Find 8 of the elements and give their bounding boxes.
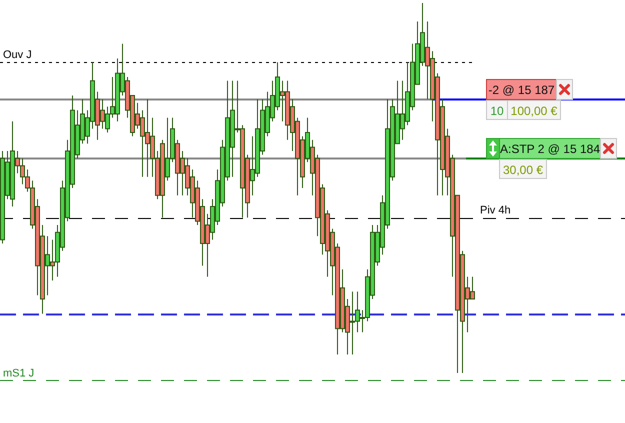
annotation: A:STP 2 @ 15 184	[500, 142, 600, 156]
annotation: -2 @ 15 187	[488, 83, 555, 97]
annotation: 30,00 €	[502, 163, 544, 177]
annotation: 100,00 €	[510, 104, 558, 118]
ref-line-label: Ouv J	[3, 49, 32, 62]
ref-line-label: mS1 J	[3, 367, 34, 380]
ref-line-label: Piv 4h	[480, 204, 511, 217]
annotation: 10	[490, 104, 504, 118]
